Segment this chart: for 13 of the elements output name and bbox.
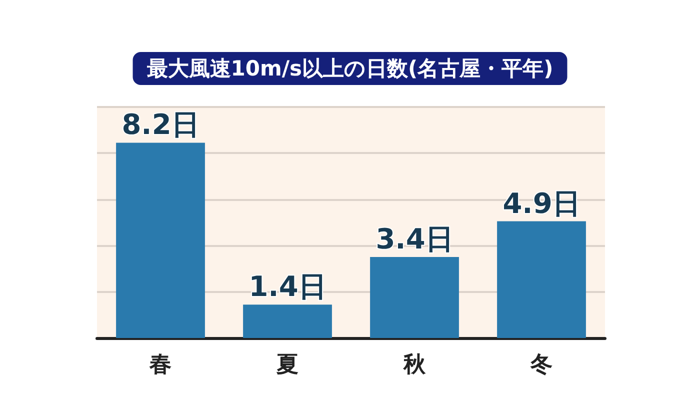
x-tick-label: 夏 [276,352,298,378]
data-label: 1.4日 [248,270,326,304]
data-label: 3.4日 [376,222,454,256]
chart-title: 最大風速10m/s以上の日数(名古屋・平年) [146,56,554,80]
data-label: 8.2日 [122,108,200,142]
bar [497,221,586,338]
bar [370,257,459,338]
bar [243,304,332,338]
x-tick-label: 春 [148,352,172,378]
bar [116,142,205,338]
x-tick-label: 冬 [530,352,552,378]
data-label: 4.9日 [502,186,580,220]
x-tick-label: 秋 [402,352,426,378]
